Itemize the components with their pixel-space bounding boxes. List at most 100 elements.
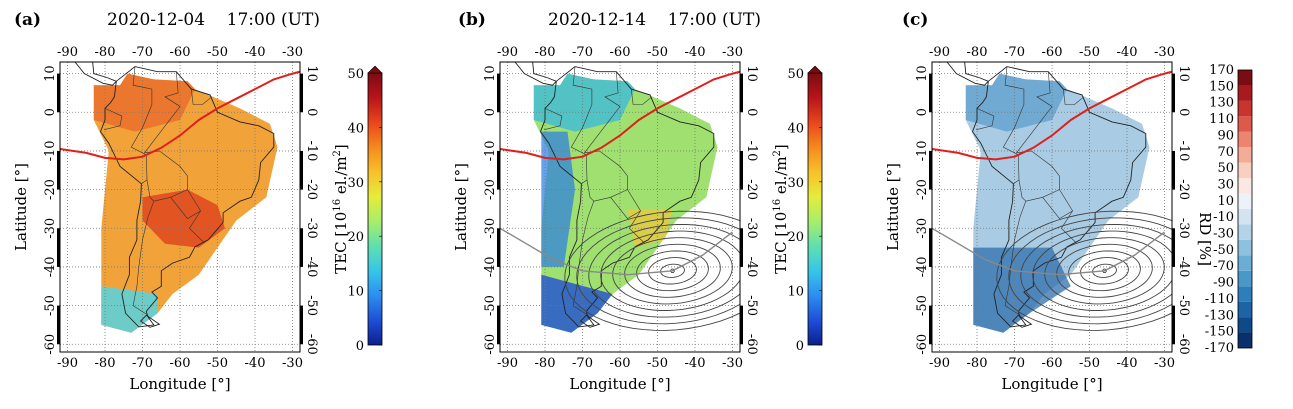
tec-colorbar-label: TEC [1016 el./m2] xyxy=(772,144,790,274)
lon-tick-top: -50 xyxy=(1079,45,1100,60)
country-border xyxy=(584,71,621,154)
lon-tick-bottom: -60 xyxy=(610,356,631,371)
rd-colorbar-segment xyxy=(1238,85,1252,101)
colorbar-tick-label: 50 xyxy=(347,67,364,82)
lon-tick-bottom: -40 xyxy=(245,356,266,371)
colorbar-tick-label: 170 xyxy=(1209,63,1234,78)
frame-segment xyxy=(57,150,60,190)
lat-tick-left: -30 xyxy=(43,218,58,239)
magnetic-equator-line xyxy=(932,70,1172,161)
lat-tick-right: -10 xyxy=(1176,140,1191,161)
panel-b-date: 2020-12-14 xyxy=(548,10,647,30)
map-panel-b: -90-90-80-80-70-70-60-60-50-50-40-40-30-… xyxy=(452,45,823,393)
map-frame xyxy=(59,61,301,353)
lon-tick-bottom: -70 xyxy=(132,356,153,371)
lon-tick-bottom: -60 xyxy=(1042,356,1063,371)
panel-a-title: 2020-12-04 17:00 (UT) xyxy=(107,10,320,30)
lon-tick-top: -40 xyxy=(685,45,706,60)
lat-tick-right: -30 xyxy=(744,218,759,239)
colorbar-tick-label: 20 xyxy=(787,230,804,245)
coastline-central-america xyxy=(513,62,558,86)
colorbar-tick-label: 30 xyxy=(1217,177,1234,192)
lon-tick-bottom: -30 xyxy=(1154,356,1175,371)
colorbar-tick-label: 130 xyxy=(1209,96,1234,111)
frame-segment xyxy=(57,305,60,345)
country-border xyxy=(132,66,153,128)
colorbar-tick-label: 40 xyxy=(347,121,364,136)
lat-tick-right: -30 xyxy=(304,218,319,239)
country-border xyxy=(572,179,595,316)
rd-colorbar xyxy=(1237,69,1253,349)
lat-tick-right: -20 xyxy=(304,179,319,200)
rd-colorbar-segment xyxy=(1238,147,1252,163)
country-border xyxy=(191,89,213,105)
colorbar-tick-label: 50 xyxy=(1217,161,1234,176)
lon-tick-bottom: -40 xyxy=(1117,356,1138,371)
eclipse-track-line xyxy=(932,227,1165,276)
coastline-tierra-del-fuego xyxy=(1011,314,1033,328)
colorbar-tick-label: -150 xyxy=(1205,325,1234,340)
frame-segment xyxy=(1172,228,1175,267)
lon-tick-top: -30 xyxy=(282,45,303,60)
lat-tick-right: 10 xyxy=(304,65,319,82)
tec-north-region xyxy=(965,73,1067,132)
tec-coverage-region xyxy=(533,73,718,333)
lon-tick-top: -80 xyxy=(95,45,116,60)
frame-segment xyxy=(929,305,932,345)
lat-tick-left: -20 xyxy=(915,179,930,200)
colorbar-tick-label: 0 xyxy=(356,339,364,354)
lon-tick-top: -80 xyxy=(967,45,988,60)
panel-b-title: 2020-12-14 17:00 (UT) xyxy=(548,10,761,30)
eclipse-track-line xyxy=(500,227,733,276)
eclipse-contour xyxy=(564,210,740,331)
lon-tick-bottom: -50 xyxy=(647,356,668,371)
lon-tick-bottom: -30 xyxy=(282,356,303,371)
lon-tick-top: -60 xyxy=(170,45,191,60)
lat-tick-left: -50 xyxy=(483,295,498,316)
lon-tick-bottom: -70 xyxy=(1004,356,1025,371)
panel-a-date: 2020-12-04 xyxy=(107,10,206,30)
lon-tick-bottom: -70 xyxy=(572,356,593,371)
country-border xyxy=(1063,89,1085,105)
coastline-tierra-del-fuego xyxy=(579,314,601,328)
y-axis-label: Latitude [°] xyxy=(12,163,30,251)
lat-tick-right: -10 xyxy=(304,140,319,161)
country-border xyxy=(170,189,202,219)
lon-tick-bottom: -30 xyxy=(722,356,743,371)
colorbar-tick-label: 0 xyxy=(796,339,804,354)
lat-tick-left: -10 xyxy=(483,140,498,161)
frame-segment xyxy=(497,228,500,267)
eclipse-contour xyxy=(1008,217,1172,325)
rd-colorbar-segment xyxy=(1238,224,1252,240)
tec-west-region xyxy=(541,131,575,267)
frame-segment xyxy=(497,73,500,113)
lat-tick-right: -60 xyxy=(304,334,319,355)
colorbar-tick-label: 70 xyxy=(1217,145,1234,160)
frame-segment xyxy=(57,228,60,267)
lat-tick-right: -40 xyxy=(1176,256,1191,277)
colorbar-tick-label: -110 xyxy=(1205,292,1234,307)
lat-tick-left: 0 xyxy=(483,108,498,116)
y-axis-label: Latitude [°] xyxy=(452,163,470,251)
rd-colorbar-segment xyxy=(1238,162,1252,179)
rd-colorbar-segment xyxy=(1238,317,1252,333)
panel-b-letter: (b) xyxy=(458,10,486,30)
lat-tick-left: -50 xyxy=(915,295,930,316)
y-axis-label: Latitude [°] xyxy=(884,163,902,251)
lat-tick-left: 0 xyxy=(915,108,930,116)
lat-tick-right: -10 xyxy=(744,140,759,161)
frame-segment xyxy=(740,73,743,113)
rd-colorbar-segment xyxy=(1238,239,1252,256)
frame-segment xyxy=(497,150,500,190)
lon-tick-top: -90 xyxy=(57,45,78,60)
rd-colorbar-segment xyxy=(1238,270,1252,287)
frame-segment xyxy=(300,150,303,190)
eclipse-contour xyxy=(1044,237,1165,305)
rd-colorbar-segment xyxy=(1238,193,1252,209)
x-axis-label: Longitude [°] xyxy=(1001,375,1102,393)
lat-tick-right: 0 xyxy=(1176,108,1191,116)
lat-tick-left: -40 xyxy=(915,256,930,277)
tec-colorbar-label: TEC [1016 el./m2] xyxy=(332,144,350,274)
frame-segment xyxy=(929,150,932,190)
country-border xyxy=(1004,179,1027,316)
